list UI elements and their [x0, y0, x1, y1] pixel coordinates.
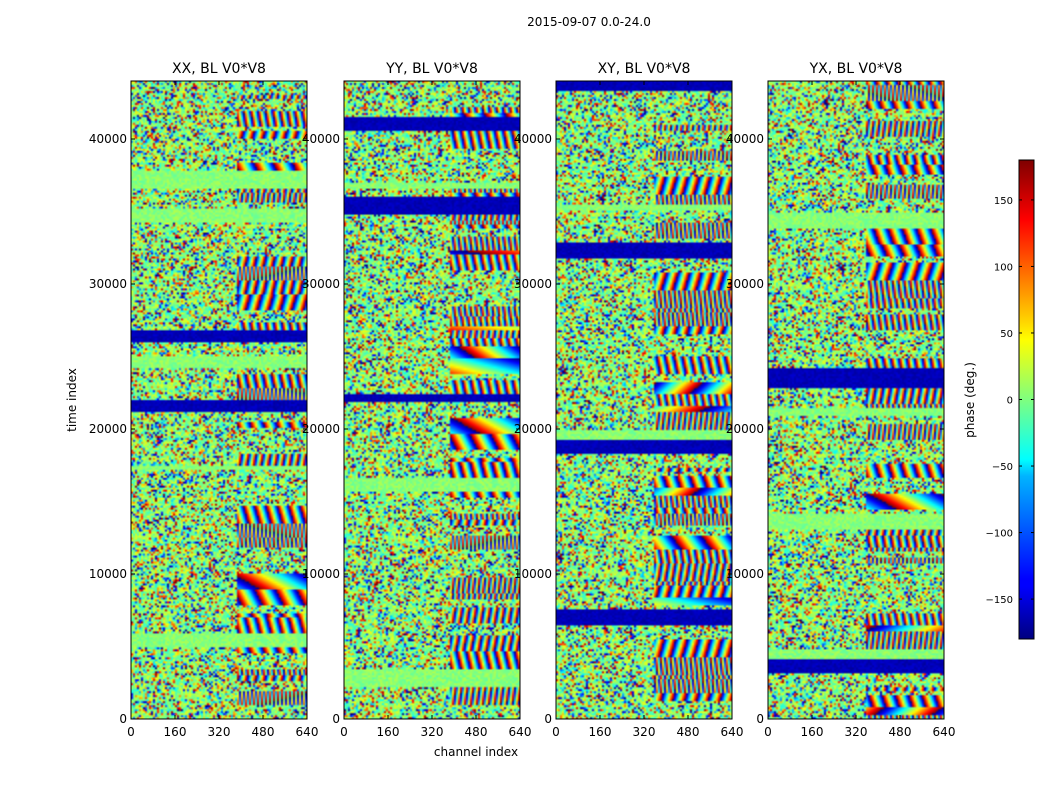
x-tick-label: 160 — [589, 725, 612, 739]
colorbar-label: phase (deg.) — [963, 362, 977, 438]
panel-2: XY, BL V0*V8 0 160 320 480 640 0 10000 20000 3000… — [514, 61, 744, 739]
x-tick-label: 640 — [296, 725, 319, 739]
colorbar: −150 −100 −50 0 50 100 150 phase (deg.) — [963, 159, 1035, 640]
y-tick-label: 40000 — [514, 132, 552, 146]
suptitle: 2015-09-07 0.0-24.0 — [527, 15, 651, 29]
y-tick-label: 10000 — [726, 567, 764, 581]
colorbar-tick-label: −100 — [986, 529, 1013, 540]
x-tick-label: 640 — [933, 725, 956, 739]
x-tick-label: 160 — [164, 725, 187, 739]
y-tick-label: 10000 — [302, 567, 340, 581]
y-tick-label: 40000 — [302, 132, 340, 146]
x-tick-label: 480 — [465, 725, 488, 739]
x-tick-label: 160 — [801, 725, 824, 739]
x-axis-label: channel index — [434, 745, 518, 759]
y-tick-label: 40000 — [726, 132, 764, 146]
x-tick-label: 0 — [340, 725, 348, 739]
x-tick-label: 480 — [677, 725, 700, 739]
panel-0: XX, BL V0*V8 0 160 320 480 640 0 10000 20000 3000… — [89, 61, 319, 739]
heatmap-image — [556, 81, 732, 719]
x-tick-label: 160 — [377, 725, 400, 739]
y-axis-label: time index — [65, 368, 79, 432]
panel-title: YX, BL V0*V8 — [809, 61, 903, 77]
heatmap-image — [131, 81, 307, 719]
heatmap-image — [344, 81, 520, 719]
x-tick-label: 480 — [252, 725, 275, 739]
y-tick-label: 40000 — [89, 132, 127, 146]
colorbar-gradient — [1019, 160, 1034, 639]
y-tick-label: 0 — [332, 712, 340, 726]
y-tick-label: 30000 — [302, 277, 340, 291]
y-tick-label: 10000 — [89, 567, 127, 581]
y-tick-label: 20000 — [514, 422, 552, 436]
y-tick-label: 30000 — [726, 277, 764, 291]
panel-1: YY, BL V0*V8 0 160 320 480 640 0 10000 20000 3000… — [302, 61, 532, 739]
colorbar-tick-label: −50 — [992, 462, 1013, 473]
heatmap-image — [768, 81, 944, 719]
y-tick-label: 30000 — [89, 277, 127, 291]
y-tick-label: 20000 — [302, 422, 340, 436]
x-tick-label: 320 — [845, 725, 868, 739]
x-tick-label: 320 — [208, 725, 231, 739]
y-tick-label: 20000 — [726, 422, 764, 436]
x-tick-label: 640 — [721, 725, 744, 739]
y-tick-label: 20000 — [89, 422, 127, 436]
colorbar-tick-label: 100 — [994, 262, 1013, 273]
x-tick-label: 320 — [421, 725, 444, 739]
x-tick-label: 0 — [127, 725, 135, 739]
panel-3: YX, BL V0*V8 0 160 320 480 640 0 10000 20000 3000… — [726, 61, 956, 739]
colorbar-tick-label: 50 — [1000, 329, 1013, 340]
x-tick-label: 640 — [509, 725, 532, 739]
colorbar-tick-label: −150 — [986, 595, 1013, 606]
y-tick-label: 30000 — [514, 277, 552, 291]
x-tick-label: 320 — [633, 725, 656, 739]
colorbar-tick-label: 0 — [1007, 396, 1013, 407]
x-tick-label: 0 — [764, 725, 772, 739]
panel-title: XX, BL V0*V8 — [172, 61, 266, 77]
panel-title: XY, BL V0*V8 — [598, 61, 691, 77]
y-tick-label: 0 — [119, 712, 127, 726]
x-tick-label: 0 — [552, 725, 560, 739]
colorbar-tick-label: 150 — [994, 196, 1013, 207]
y-tick-label: 0 — [756, 712, 764, 726]
x-tick-label: 480 — [889, 725, 912, 739]
y-tick-label: 10000 — [514, 567, 552, 581]
y-tick-label: 0 — [544, 712, 552, 726]
panel-title: YY, BL V0*V8 — [385, 61, 478, 77]
